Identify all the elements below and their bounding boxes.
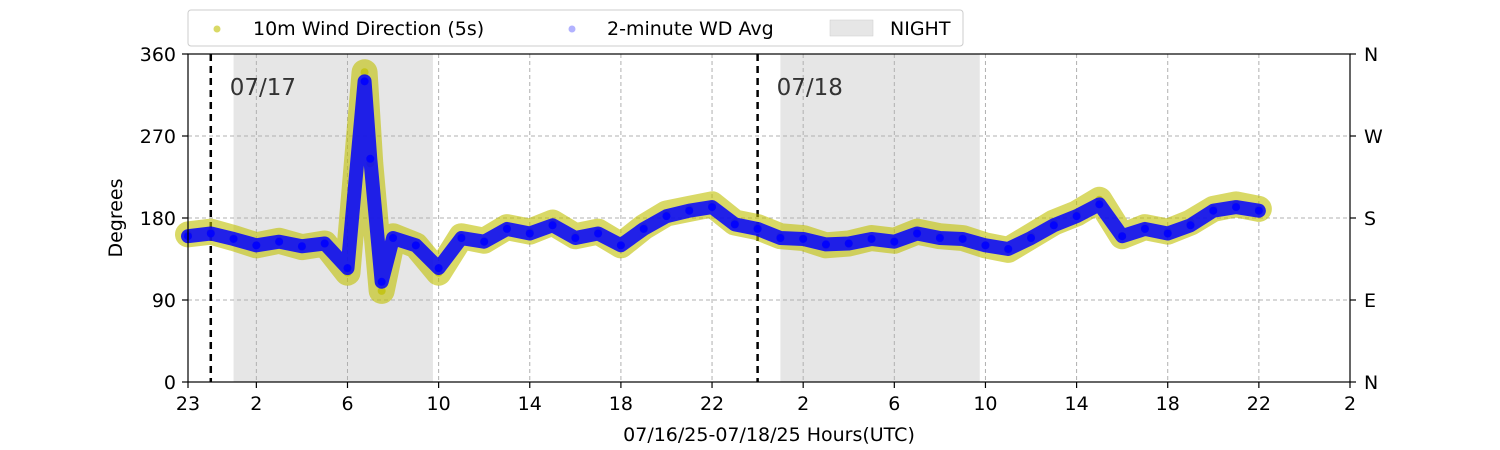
day-marker-layer: 07/17 07/18	[209, 54, 843, 382]
data-point	[252, 241, 261, 250]
data-point	[1049, 221, 1058, 230]
data-point	[360, 77, 369, 86]
series-band	[181, 74, 1266, 289]
series-layer	[175, 59, 1272, 304]
y-right-tick-label: N	[1364, 44, 1378, 66]
y-axis-right: N E S W N	[1350, 44, 1383, 394]
data-point	[377, 277, 386, 286]
data-point	[799, 234, 808, 243]
legend-marker-wd-avg	[568, 25, 576, 33]
y-axis-left: 0 90 180 270 360	[140, 44, 188, 394]
day-marker-label: 07/18	[777, 75, 843, 101]
y-tick-label: 90	[152, 290, 176, 312]
y-right-tick-label: N	[1364, 372, 1378, 394]
x-tick-label: 10	[973, 393, 997, 415]
data-point	[343, 264, 352, 273]
data-point	[297, 242, 306, 251]
data-point	[525, 229, 534, 238]
data-point	[1254, 206, 1263, 215]
data-point	[377, 286, 386, 295]
data-point	[1163, 229, 1172, 238]
legend-label-wind-direction: 10m Wind Direction (5s)	[253, 18, 484, 40]
data-point	[1095, 200, 1104, 209]
data-point	[730, 220, 739, 229]
data-point	[821, 240, 830, 249]
x-tick-label: 6	[888, 393, 900, 415]
data-point	[1232, 203, 1241, 212]
data-point	[206, 229, 215, 238]
x-tick-label: 2	[250, 393, 262, 415]
y-tick-label: 360	[140, 44, 176, 66]
x-tick-label: 2	[797, 393, 809, 415]
data-point	[571, 234, 580, 243]
data-point	[890, 237, 899, 246]
data-point	[229, 234, 238, 243]
data-point	[434, 264, 443, 273]
data-point	[958, 234, 967, 243]
x-tick-label: 18	[1156, 393, 1180, 415]
data-point	[616, 241, 625, 250]
data-point	[389, 234, 398, 243]
x-tick-label: 22	[700, 393, 724, 415]
y-right-tick-label: W	[1364, 126, 1383, 148]
legend-box	[187, 9, 964, 47]
data-point	[844, 239, 853, 248]
y-axis-title: Degrees	[105, 178, 127, 257]
data-point	[1209, 206, 1218, 215]
data-point	[502, 224, 511, 233]
night-band-0	[233, 54, 433, 382]
data-point	[360, 68, 369, 77]
data-point	[981, 241, 990, 250]
x-axis: 23 2 6 10 14 18 22 2 6 10 14 18 22 2	[176, 382, 1356, 415]
data-point	[275, 237, 284, 246]
data-point	[320, 239, 329, 248]
data-point	[662, 212, 671, 221]
data-point	[776, 234, 785, 243]
data-point	[913, 229, 922, 238]
series-1	[181, 74, 1266, 289]
legend-marker-wind-direction	[213, 25, 221, 33]
x-tick-label: 18	[609, 393, 633, 415]
data-point	[548, 221, 557, 230]
legend-label-wd-avg: 2-minute WD Avg	[607, 18, 774, 40]
data-point	[935, 234, 944, 243]
data-point	[753, 224, 762, 233]
data-point	[1118, 232, 1127, 241]
data-point	[867, 234, 876, 243]
data-point	[366, 154, 375, 163]
data-point	[1186, 221, 1195, 230]
x-tick-label: 14	[1064, 393, 1088, 415]
data-point	[1027, 234, 1036, 243]
data-point	[685, 206, 694, 215]
y-right-tick-label: E	[1364, 290, 1376, 312]
legend-marker-night	[829, 19, 874, 37]
data-point	[457, 234, 466, 243]
x-axis-title: 07/16/25-07/18/25 Hours(UTC)	[623, 424, 915, 446]
night-band-1	[780, 54, 980, 382]
y-tick-label: 0	[164, 372, 176, 394]
data-point	[1072, 212, 1081, 221]
x-tick-label: 23	[176, 393, 200, 415]
data-point	[411, 241, 420, 250]
legend: 10m Wind Direction (5s) 2-minute WD Avg …	[187, 9, 964, 47]
day-marker-label: 07/17	[230, 75, 296, 101]
x-tick-label: 22	[1247, 393, 1271, 415]
x-tick-label: 14	[518, 393, 542, 415]
x-tick-label: 10	[427, 393, 451, 415]
legend-label-night: NIGHT	[890, 18, 951, 40]
data-point	[594, 229, 603, 238]
data-point	[708, 203, 717, 212]
x-tick-label: 6	[341, 393, 353, 415]
y-tick-label: 270	[140, 126, 176, 148]
data-point	[1140, 224, 1149, 233]
data-point	[639, 224, 648, 233]
data-point	[1004, 244, 1013, 253]
y-tick-label: 180	[140, 208, 176, 230]
data-point	[480, 237, 489, 246]
y-right-tick-label: S	[1364, 208, 1376, 230]
x-tick-label: 2	[1344, 393, 1356, 415]
